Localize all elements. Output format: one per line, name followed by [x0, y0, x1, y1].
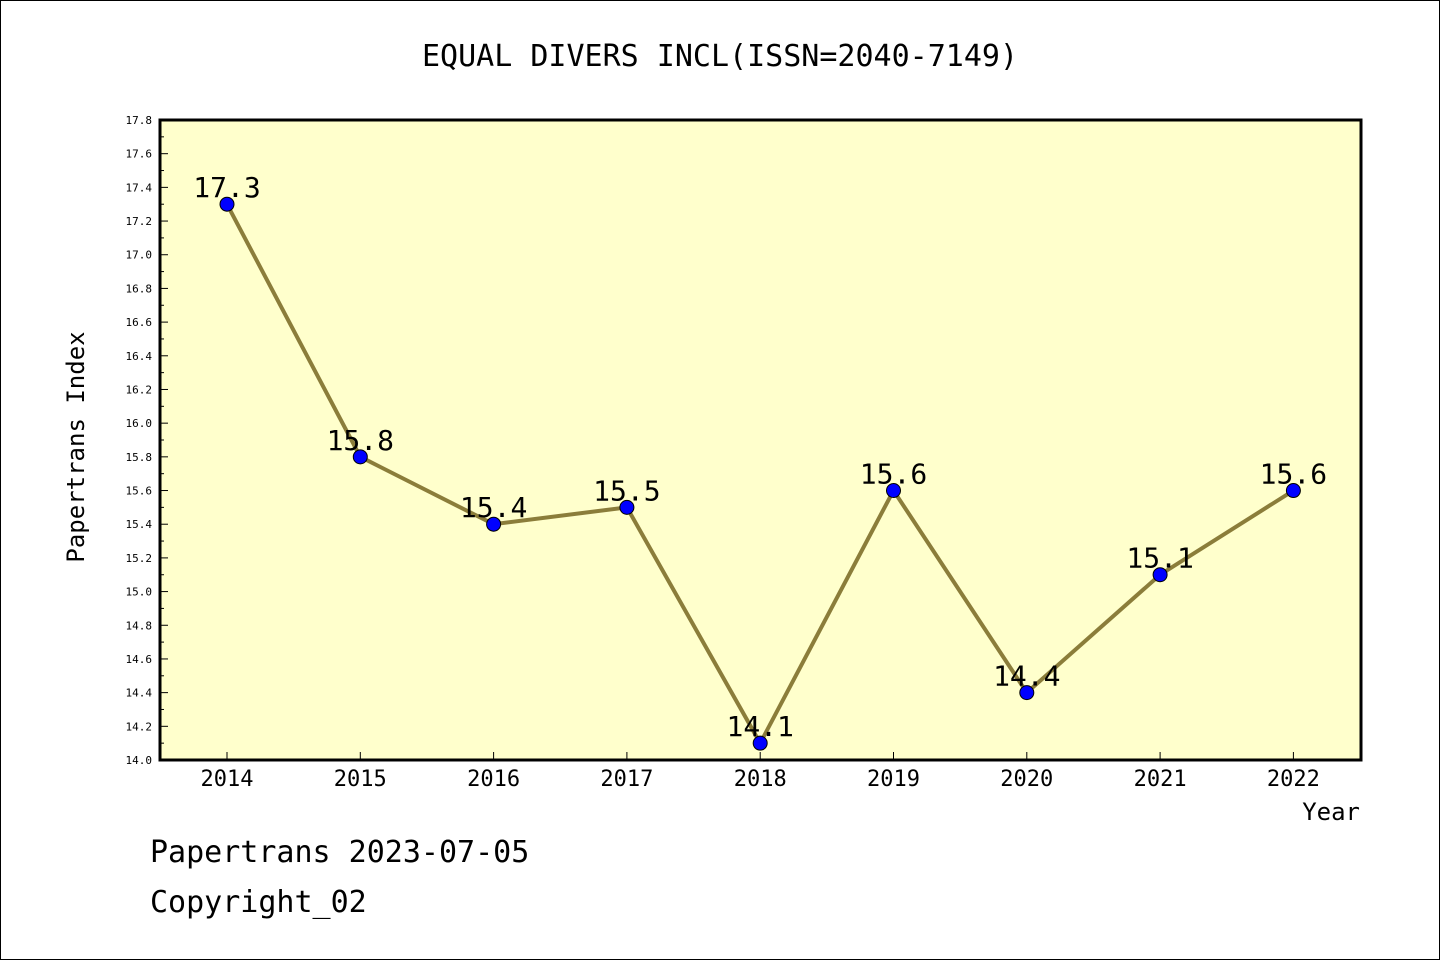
data-point — [886, 483, 901, 499]
y-axis-ticks: 14.0 14.2 14.4 14.6 14.8 15.0 15.2 15.4 15.6 15.8… — [126, 114, 168, 767]
x-tick-label: 2017 — [600, 767, 653, 792]
data-label: 15.5 — [593, 474, 660, 507]
data-label: 17.3 — [193, 171, 260, 204]
x-axis-ticks: 2014 2015 2016 2017 2018 2019 2020 2021 2022 — [201, 752, 1320, 792]
y-tick-label: 16.4 — [126, 350, 153, 363]
y-tick-label: 15.4 — [126, 518, 153, 531]
y-tick-label: 15.6 — [126, 485, 153, 498]
y-tick-label: 15.0 — [126, 586, 153, 599]
footer-copyright: Copyright_02 — [150, 885, 367, 920]
footer-date: Papertrans 2023-07-05 — [150, 835, 530, 870]
y-tick-label: 17.4 — [126, 181, 153, 194]
x-tick-label: 2021 — [1134, 767, 1187, 792]
x-tick-label: 2018 — [734, 767, 787, 792]
data-label: 15.6 — [860, 458, 927, 491]
y-tick-label: 14.6 — [126, 653, 153, 666]
data-point — [619, 499, 635, 515]
y-tick-label: 14.2 — [126, 720, 153, 733]
data-label: 15.4 — [460, 491, 527, 524]
x-tick-label: 2019 — [867, 767, 920, 792]
x-tick-label: 2015 — [334, 767, 387, 792]
x-axis-label: Year — [1302, 798, 1360, 826]
x-tick-label: 2022 — [1267, 767, 1320, 792]
y-tick-label: 17.2 — [126, 215, 153, 228]
data-label: 15.8 — [327, 424, 394, 457]
y-axis-label: Papertrans Index — [62, 331, 90, 562]
data-point — [486, 516, 502, 532]
chart-title: EQUAL DIVERS INCL(ISSN=2040-7149) — [422, 39, 1018, 74]
x-tick-label: 2014 — [201, 767, 254, 792]
y-tick-label: 15.2 — [126, 552, 153, 565]
y-tick-label: 17.0 — [126, 249, 153, 262]
data-point — [752, 735, 768, 751]
data-label: 14.1 — [726, 710, 793, 743]
y-tick-label: 16.8 — [126, 282, 153, 295]
y-tick-label: 14.0 — [126, 754, 153, 767]
data-point — [352, 449, 368, 465]
plot-border — [158, 118, 1363, 762]
y-tick-label: 14.8 — [126, 619, 153, 632]
data-point — [1285, 483, 1301, 499]
x-tick-label: 2016 — [467, 767, 520, 792]
data-point — [1152, 567, 1168, 583]
x-tick-label: 2020 — [1000, 767, 1053, 792]
y-tick-label: 16.0 — [126, 417, 153, 430]
data-labels: 17.3 15.8 15.4 15.5 14.1 15.6 14.4 15.1 15.6 — [193, 171, 1327, 743]
y-tick-label: 15.8 — [126, 451, 153, 464]
y-tick-label: 16.2 — [126, 383, 153, 396]
data-label: 14.4 — [993, 660, 1060, 693]
data-point — [219, 196, 235, 212]
y-tick-label: 16.6 — [126, 316, 153, 329]
plot-area — [160, 120, 1361, 760]
data-label: 15.1 — [1126, 542, 1193, 575]
y-tick-label: 17.8 — [126, 114, 153, 127]
data-label: 15.6 — [1260, 458, 1327, 491]
y-tick-label: 17.6 — [126, 148, 153, 161]
data-points — [219, 196, 1301, 751]
y-tick-label: 14.4 — [126, 687, 153, 700]
data-point — [1019, 685, 1035, 701]
